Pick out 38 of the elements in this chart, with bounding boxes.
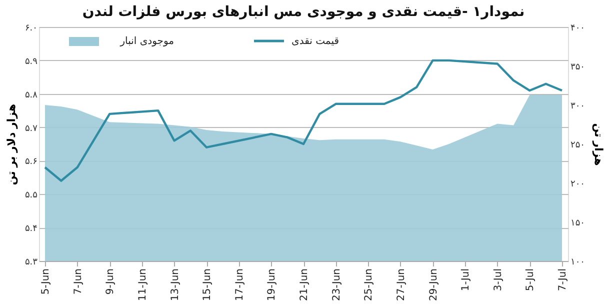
line-series	[44, 59, 564, 182]
legend-label: قیمت نقدی	[292, 36, 340, 47]
y-tick-label: ۵.۵	[24, 190, 38, 201]
y2-tick-label: ۲۵۰	[570, 140, 586, 150]
y-tick-label: ۵.۶	[24, 157, 38, 168]
x-tick-label: 19-Jun	[266, 268, 278, 302]
x-tick-label: 23-Jun	[331, 268, 342, 302]
y-tick-label: ۵.۴	[24, 224, 38, 234]
y-tick-label: ۶.۰	[24, 24, 38, 34]
legend-label: موجودی انبار	[119, 36, 174, 47]
x-tick-label: 9-Jun	[105, 268, 116, 295]
y2-axis-title: هزار تن	[592, 123, 605, 166]
x-tick-label: 15-Jun	[202, 268, 214, 302]
x-tick-label: 1-Jul	[460, 268, 472, 292]
x-tick-label: 5-Jun	[40, 268, 52, 295]
x-tick-label: 11-Jun	[137, 268, 148, 302]
x-tick-label: 7-Jun	[72, 268, 84, 295]
x-tick-label: 29-Jun	[428, 268, 440, 302]
y2-tick-label: ۱۵۰	[570, 218, 586, 228]
x-tick-label: 21-Jun	[299, 268, 310, 302]
y2-tick-label: ۴۰۰	[570, 24, 586, 34]
chart-title: نمودار۱ -قیمت نقدی و موجودی مس انبارهای بورس فلزات لندن	[82, 4, 525, 20]
x-tick-label: 27-Jun	[396, 268, 407, 302]
y2-tick-label: ۱۰۰	[570, 258, 586, 268]
x-tick-label: 3-Jul	[492, 268, 504, 292]
x-tick-label: 5-Jul	[525, 268, 536, 292]
x-tick-label: 25-Jun	[364, 268, 375, 302]
y2-tick-label: ۲۰۰	[570, 180, 586, 190]
x-tick-label: 7-Jul	[558, 268, 568, 292]
y-tick-label: ۵.۷	[24, 124, 38, 134]
x-tick-label: 13-Jun	[170, 268, 181, 302]
x-tick-label: 17-Jun	[234, 268, 246, 302]
y2-tick-label: ۳۵۰	[570, 62, 586, 72]
y-tick-label: ۵.۳	[24, 258, 38, 268]
y-tick-label: ۵.۹	[24, 56, 38, 67]
y2-tick-label: ۳۰۰	[570, 102, 586, 112]
y-tick-label: ۵.۸	[24, 90, 38, 100]
y-axis-title: هزار دلار بر تن	[4, 104, 18, 186]
